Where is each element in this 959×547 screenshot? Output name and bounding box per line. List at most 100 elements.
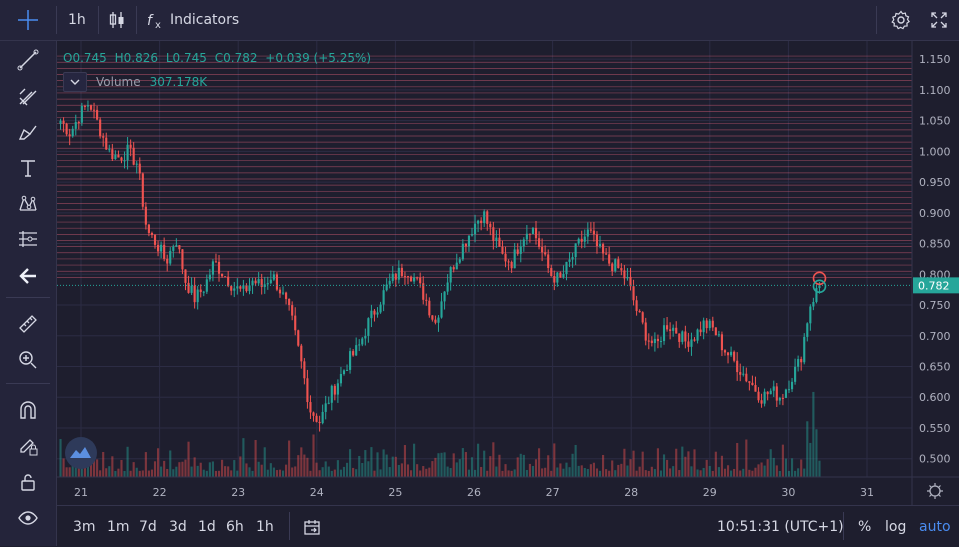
candle-body [147, 224, 150, 233]
candle-body [525, 233, 528, 240]
range-3m[interactable]: 3m [73, 518, 96, 535]
text-tool[interactable] [12, 153, 44, 183]
volume-bar [303, 454, 306, 477]
candle-body [425, 299, 428, 301]
volume-bar [708, 465, 711, 477]
volume-bar [751, 470, 754, 477]
chart-area[interactable]: 1.150 1.100 1.050 1.000 0.950 0.900 0.850 0.800… [57, 41, 959, 505]
range-1d[interactable]: 1d [198, 518, 216, 535]
candle-body [510, 261, 513, 269]
volume-bar [495, 466, 498, 477]
settings-button[interactable] [886, 0, 916, 40]
volume-bar [812, 391, 815, 477]
volume-bar [516, 457, 519, 477]
volume-bar [492, 442, 495, 477]
candle-body [577, 238, 580, 244]
volume-bar [766, 459, 769, 477]
volume-bar [108, 466, 111, 477]
volume-bar [486, 470, 489, 477]
volume-bar [702, 467, 705, 477]
volume-bar [242, 438, 245, 477]
time-tick: 23 [231, 486, 245, 499]
ohlc-legend: O0.745 H0.826 L0.745 C0.782 +0.039 (+5.2… [63, 51, 371, 65]
candle-body [416, 277, 419, 279]
candle-body [769, 390, 772, 395]
candle-body [409, 276, 413, 282]
measure-tool[interactable] [12, 309, 44, 339]
volume-bar [717, 467, 720, 477]
volume-bar [641, 451, 644, 477]
candle-body [501, 246, 504, 254]
price-tick: 1.150 [919, 53, 951, 66]
candle-body [71, 128, 74, 137]
price-chart[interactable]: 1.1501.1001.0501.0000.9500.9000.8500.800… [57, 41, 959, 505]
divider [136, 6, 137, 34]
clock[interactable]: 10:51:31 (UTC+1) [717, 518, 844, 535]
candle-body [720, 334, 724, 351]
zoom-in-tool[interactable] [12, 345, 44, 375]
range-1h[interactable]: 1h [256, 518, 274, 535]
volume-bar [605, 469, 608, 477]
candle-body [702, 320, 705, 333]
fib-retracement-tool[interactable] [12, 225, 44, 255]
brush-tool[interactable] [12, 117, 44, 147]
volume-bar [672, 466, 675, 477]
candle-body [662, 325, 666, 342]
alert-marker-low [812, 279, 827, 294]
high-value: H0.826 [114, 51, 159, 65]
volume-bar [178, 462, 181, 477]
range-6h[interactable]: 6h [226, 518, 244, 535]
auto-toggle[interactable]: auto [919, 518, 951, 535]
volume-bar [778, 470, 781, 477]
candle-body [370, 310, 373, 319]
fullscreen-button[interactable] [924, 0, 954, 40]
candle-body [330, 385, 333, 403]
lock-tool[interactable] [12, 467, 44, 497]
pattern-tool[interactable] [12, 189, 44, 219]
pitchfork-tool[interactable] [12, 81, 44, 111]
range-3d[interactable]: 3d [169, 518, 187, 535]
volume-bar [556, 467, 559, 477]
volume-bar [394, 456, 397, 477]
volume-bar [132, 462, 135, 477]
candle-body [672, 327, 675, 331]
logo-badge[interactable] [65, 437, 97, 469]
collapse-legend-button[interactable] [63, 72, 87, 92]
chart-type-button[interactable] [106, 0, 128, 40]
axis-settings-button[interactable] [927, 483, 943, 499]
candle-body [397, 267, 400, 280]
divider [56, 6, 57, 34]
volume-bar [221, 459, 224, 477]
candle-body [342, 370, 346, 374]
magnet-tool[interactable] [12, 395, 44, 425]
log-toggle[interactable]: log [885, 518, 907, 535]
back-tool[interactable] [12, 261, 44, 291]
candle-body [772, 386, 775, 391]
candle-body [336, 383, 339, 395]
trend-line-tool[interactable] [12, 45, 44, 75]
volume-bar [790, 458, 794, 477]
go-to-date-button[interactable] [303, 506, 321, 547]
volume-bar [373, 470, 376, 477]
range-1m[interactable]: 1m [107, 518, 130, 535]
volume-bar [425, 468, 428, 477]
volume-bar [562, 468, 565, 477]
volume-bar [809, 442, 812, 477]
volume-bar [163, 460, 166, 477]
volume-bar [501, 470, 504, 477]
interval-button[interactable]: 1h [68, 12, 86, 28]
hide-drawings-tool[interactable] [12, 503, 44, 533]
volume-bar [519, 453, 522, 477]
candle-body [294, 315, 297, 331]
volume-bar [803, 468, 806, 477]
volume-bar [236, 470, 239, 477]
crosshair-tool-top[interactable] [0, 0, 56, 40]
candle-body [519, 246, 522, 254]
close-value: C0.782 [214, 51, 258, 65]
range-7d[interactable]: 7d [139, 518, 157, 535]
volume-bar [467, 469, 471, 477]
percent-toggle[interactable]: % [858, 518, 872, 535]
candle-body [748, 381, 751, 383]
lock-drawings-tool[interactable] [12, 431, 44, 461]
